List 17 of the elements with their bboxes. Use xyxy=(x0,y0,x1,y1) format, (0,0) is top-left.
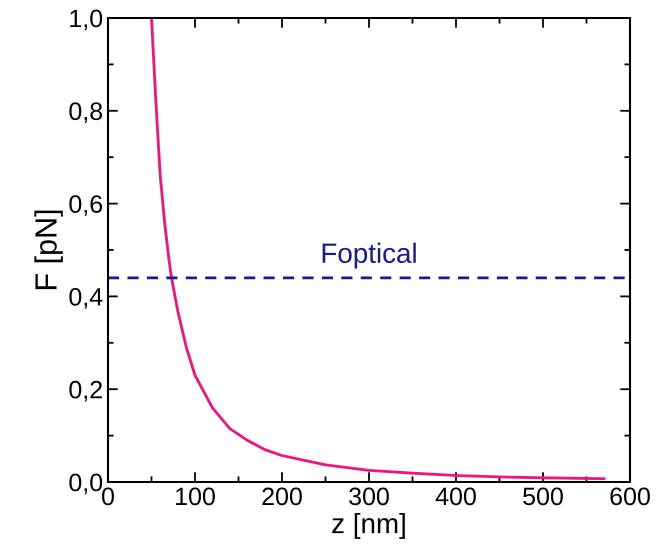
x-tick-label: 100 xyxy=(176,488,215,506)
x-tick-label: 0 xyxy=(102,488,114,506)
y-tick-label: 0,6 xyxy=(69,195,102,216)
y-tick-label: 1,0 xyxy=(70,10,102,30)
x-axis-title: z [nm] xyxy=(332,512,405,539)
y-tick-label: 0,2 xyxy=(69,380,102,402)
y-axis-title: F [pN] xyxy=(34,210,63,290)
y-tick-label: 0,0 xyxy=(69,474,102,494)
x-tick-label: 300 xyxy=(349,488,389,506)
x-tick-label: 200 xyxy=(262,488,302,506)
y-tick-label: 0,8 xyxy=(69,102,102,124)
x-tick-label: 600 xyxy=(610,488,650,506)
x-tick-label: 500 xyxy=(523,488,563,506)
line-series xyxy=(150,18,606,480)
x-tick-label: 400 xyxy=(436,488,476,506)
ref-line-label: Foptical xyxy=(322,242,416,269)
y-tick-label: 0,4 xyxy=(69,288,102,309)
